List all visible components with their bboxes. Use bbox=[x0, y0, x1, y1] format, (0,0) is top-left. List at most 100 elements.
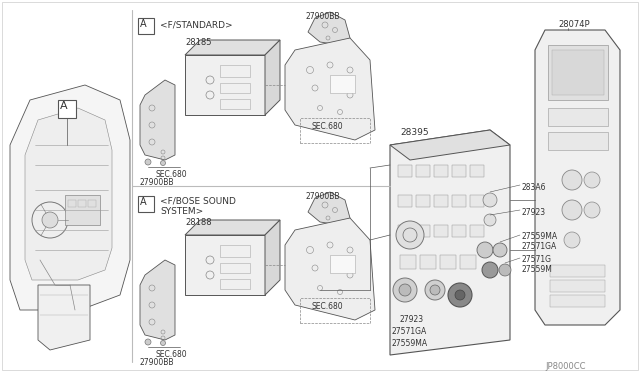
Bar bbox=[65, 195, 100, 225]
Bar bbox=[58, 100, 76, 118]
Bar bbox=[416, 165, 430, 177]
Bar bbox=[552, 50, 604, 95]
Bar bbox=[416, 225, 430, 237]
Bar bbox=[330, 255, 355, 273]
Bar bbox=[452, 195, 466, 207]
Text: A: A bbox=[140, 197, 147, 207]
Bar bbox=[434, 165, 448, 177]
Polygon shape bbox=[185, 55, 265, 115]
Polygon shape bbox=[140, 80, 175, 160]
Text: 27900BB: 27900BB bbox=[305, 192, 339, 201]
Bar bbox=[550, 280, 605, 292]
Text: 28185: 28185 bbox=[185, 38, 211, 47]
Bar bbox=[220, 263, 250, 273]
Circle shape bbox=[393, 278, 417, 302]
Bar bbox=[138, 196, 154, 212]
Polygon shape bbox=[185, 40, 280, 55]
Circle shape bbox=[562, 200, 582, 220]
Text: 27559M: 27559M bbox=[522, 265, 553, 274]
Text: 27571GA: 27571GA bbox=[392, 327, 428, 336]
Text: 27923: 27923 bbox=[522, 208, 546, 217]
Circle shape bbox=[430, 285, 440, 295]
Bar bbox=[440, 255, 456, 269]
Polygon shape bbox=[265, 40, 280, 115]
Text: 27900BB: 27900BB bbox=[140, 178, 175, 187]
Bar bbox=[434, 225, 448, 237]
Bar bbox=[460, 255, 476, 269]
Text: <F/BOSE SOUND
SYSTEM>: <F/BOSE SOUND SYSTEM> bbox=[160, 197, 236, 217]
Text: A: A bbox=[60, 101, 68, 111]
Bar bbox=[470, 165, 484, 177]
Text: SEC.680: SEC.680 bbox=[312, 122, 344, 131]
Bar bbox=[550, 295, 605, 307]
Bar bbox=[416, 195, 430, 207]
Text: 28395: 28395 bbox=[400, 128, 429, 137]
Polygon shape bbox=[10, 85, 130, 310]
Text: SEC.680: SEC.680 bbox=[155, 350, 187, 359]
Bar bbox=[470, 225, 484, 237]
Text: 27559MA: 27559MA bbox=[392, 339, 428, 348]
Bar bbox=[548, 45, 608, 100]
Bar bbox=[420, 255, 436, 269]
Polygon shape bbox=[308, 192, 350, 225]
Bar bbox=[548, 108, 608, 126]
Polygon shape bbox=[390, 130, 510, 160]
Circle shape bbox=[448, 283, 472, 307]
Text: A: A bbox=[140, 19, 147, 29]
Bar bbox=[220, 245, 250, 257]
Polygon shape bbox=[285, 218, 375, 320]
Text: 27900BB: 27900BB bbox=[305, 12, 339, 21]
Polygon shape bbox=[265, 220, 280, 295]
Text: 27900BB: 27900BB bbox=[140, 358, 175, 367]
Circle shape bbox=[499, 264, 511, 276]
Circle shape bbox=[396, 221, 424, 249]
Circle shape bbox=[562, 170, 582, 190]
Text: 27559MA: 27559MA bbox=[522, 232, 558, 241]
Text: 28188: 28188 bbox=[185, 218, 212, 227]
Bar bbox=[548, 132, 608, 150]
Circle shape bbox=[161, 160, 166, 166]
Circle shape bbox=[483, 193, 497, 207]
Bar bbox=[220, 83, 250, 93]
Polygon shape bbox=[535, 30, 620, 325]
Bar bbox=[400, 255, 416, 269]
Text: 27571G: 27571G bbox=[522, 255, 552, 264]
Bar bbox=[68, 200, 76, 207]
Text: SEC.680: SEC.680 bbox=[312, 302, 344, 311]
Text: 27923: 27923 bbox=[400, 315, 424, 324]
Circle shape bbox=[425, 280, 445, 300]
Bar bbox=[220, 99, 250, 109]
Circle shape bbox=[42, 212, 58, 228]
Bar bbox=[78, 200, 86, 207]
Text: 28074P: 28074P bbox=[558, 20, 589, 29]
Bar bbox=[398, 165, 412, 177]
Bar bbox=[220, 65, 250, 77]
Polygon shape bbox=[390, 130, 510, 355]
Text: 283A6: 283A6 bbox=[522, 183, 547, 192]
Polygon shape bbox=[25, 108, 112, 280]
Bar bbox=[220, 279, 250, 289]
Circle shape bbox=[482, 262, 498, 278]
Bar bbox=[300, 118, 370, 143]
Polygon shape bbox=[38, 285, 90, 350]
Bar bbox=[470, 195, 484, 207]
Bar bbox=[398, 195, 412, 207]
Circle shape bbox=[145, 339, 151, 345]
Polygon shape bbox=[285, 38, 375, 140]
Bar bbox=[398, 225, 412, 237]
Bar bbox=[138, 18, 154, 34]
Circle shape bbox=[484, 214, 496, 226]
Circle shape bbox=[564, 232, 580, 248]
Text: <F/STANDARD>: <F/STANDARD> bbox=[160, 20, 232, 29]
Bar bbox=[300, 298, 370, 323]
Bar bbox=[88, 200, 96, 207]
Bar bbox=[434, 195, 448, 207]
Circle shape bbox=[584, 172, 600, 188]
Circle shape bbox=[584, 202, 600, 218]
Polygon shape bbox=[185, 220, 280, 235]
Bar bbox=[452, 165, 466, 177]
Polygon shape bbox=[308, 12, 350, 45]
Circle shape bbox=[493, 243, 507, 257]
Circle shape bbox=[399, 284, 411, 296]
Circle shape bbox=[145, 159, 151, 165]
